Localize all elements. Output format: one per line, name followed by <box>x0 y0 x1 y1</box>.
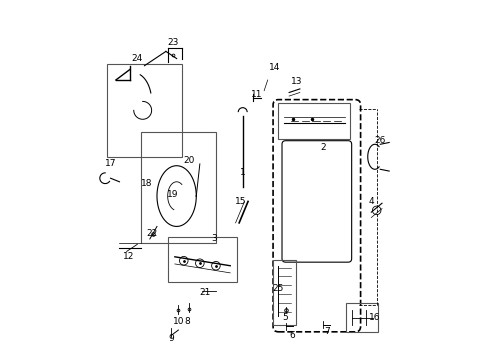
Text: 11: 11 <box>251 90 262 99</box>
Text: 10: 10 <box>172 316 184 325</box>
Text: 12: 12 <box>122 252 134 261</box>
Text: 13: 13 <box>290 77 302 86</box>
Text: 16: 16 <box>368 313 380 322</box>
Text: 17: 17 <box>104 159 116 168</box>
Text: 18: 18 <box>140 179 152 188</box>
Text: 21: 21 <box>199 288 210 297</box>
Text: 5: 5 <box>282 313 288 322</box>
Text: 3: 3 <box>211 234 217 243</box>
Text: 4: 4 <box>368 197 373 206</box>
Text: 23: 23 <box>167 38 179 47</box>
Text: 6: 6 <box>289 331 295 340</box>
Text: 24: 24 <box>131 54 142 63</box>
Text: 15: 15 <box>235 197 246 206</box>
Text: 26: 26 <box>374 136 385 145</box>
Text: 14: 14 <box>268 63 280 72</box>
Text: 7: 7 <box>323 327 329 336</box>
Text: 20: 20 <box>183 156 194 165</box>
Text: 2: 2 <box>320 143 325 152</box>
Text: 8: 8 <box>184 316 190 325</box>
Text: 1: 1 <box>239 168 245 177</box>
Text: 19: 19 <box>167 190 179 199</box>
Text: 25: 25 <box>272 284 284 293</box>
Text: 9: 9 <box>168 334 174 343</box>
Text: 22: 22 <box>146 229 157 238</box>
